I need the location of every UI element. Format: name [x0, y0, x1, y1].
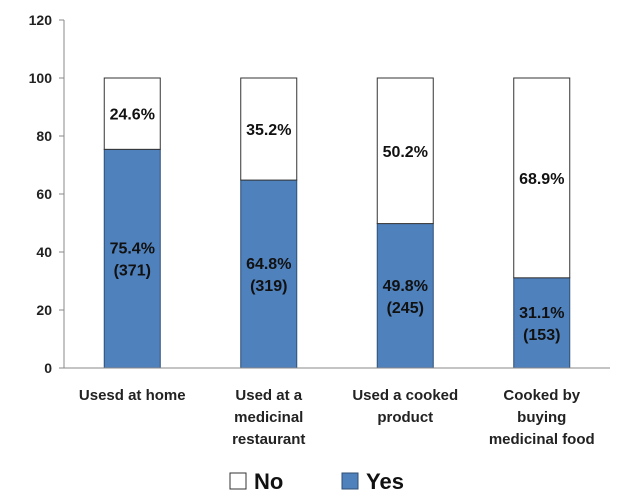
x-category-label: restaurant: [232, 431, 305, 448]
bar-no-segment: [103, 77, 161, 150]
y-tick-label: 80: [36, 128, 52, 144]
y-tick-label: 20: [36, 302, 52, 318]
data-label-no: 35.2%: [246, 122, 291, 139]
data-label-yes: (245): [387, 300, 424, 317]
x-category-label: Usesd at home: [79, 387, 186, 404]
data-labels: 75.4% (371) 24.6% 64.8% (319) 35.2% 49.8% (245)…: [110, 107, 565, 344]
y-tick-label: 40: [36, 244, 52, 260]
data-label-yes: (153): [523, 327, 560, 344]
x-axis: Usesd at home Used at a medicinal restauran…: [64, 367, 610, 448]
bars: [103, 77, 571, 369]
legend-swatch-yes: [341, 472, 359, 490]
x-category-label: Used at a: [235, 387, 302, 404]
x-category-label: medicinal: [234, 409, 303, 426]
x-category-label: medicinal food: [489, 431, 595, 448]
legend: No Yes: [229, 469, 404, 494]
data-label-no: 24.6%: [110, 107, 155, 124]
bar-no-segment: [376, 77, 434, 225]
data-label-yes: 64.8%: [246, 256, 291, 273]
y-tick-label: 120: [29, 12, 53, 28]
x-category-label: buying: [517, 409, 566, 426]
y-tick-label: 60: [36, 186, 52, 202]
bar-yes-segment: [513, 277, 571, 369]
data-label-yes: 75.4%: [110, 241, 155, 258]
bar-yes-segment: [240, 179, 298, 369]
data-label-yes: (319): [250, 278, 287, 295]
x-category-label: Used a cooked: [352, 387, 458, 404]
data-label-yes: 31.1%: [519, 305, 564, 322]
data-label-yes: 49.8%: [383, 278, 428, 295]
legend-swatch-no: [229, 472, 247, 490]
x-category-label: product: [377, 409, 433, 426]
data-label-no: 68.9%: [519, 171, 564, 188]
y-tick-label: 100: [29, 70, 53, 86]
bar-no-segment: [240, 77, 298, 181]
bar-yes-segment: [376, 223, 434, 369]
legend-label-no: No: [254, 469, 283, 494]
y-axis: 0 20 40 60 80 100 120: [29, 12, 65, 376]
bar-yes-segment: [103, 148, 161, 369]
y-tick-label: 0: [44, 360, 52, 376]
data-label-yes: (371): [114, 263, 151, 280]
data-label-no: 50.2%: [383, 144, 428, 161]
x-category-label: Cooked by: [503, 387, 580, 404]
legend-label-yes: Yes: [366, 469, 404, 494]
bar-no-segment: [513, 77, 571, 279]
